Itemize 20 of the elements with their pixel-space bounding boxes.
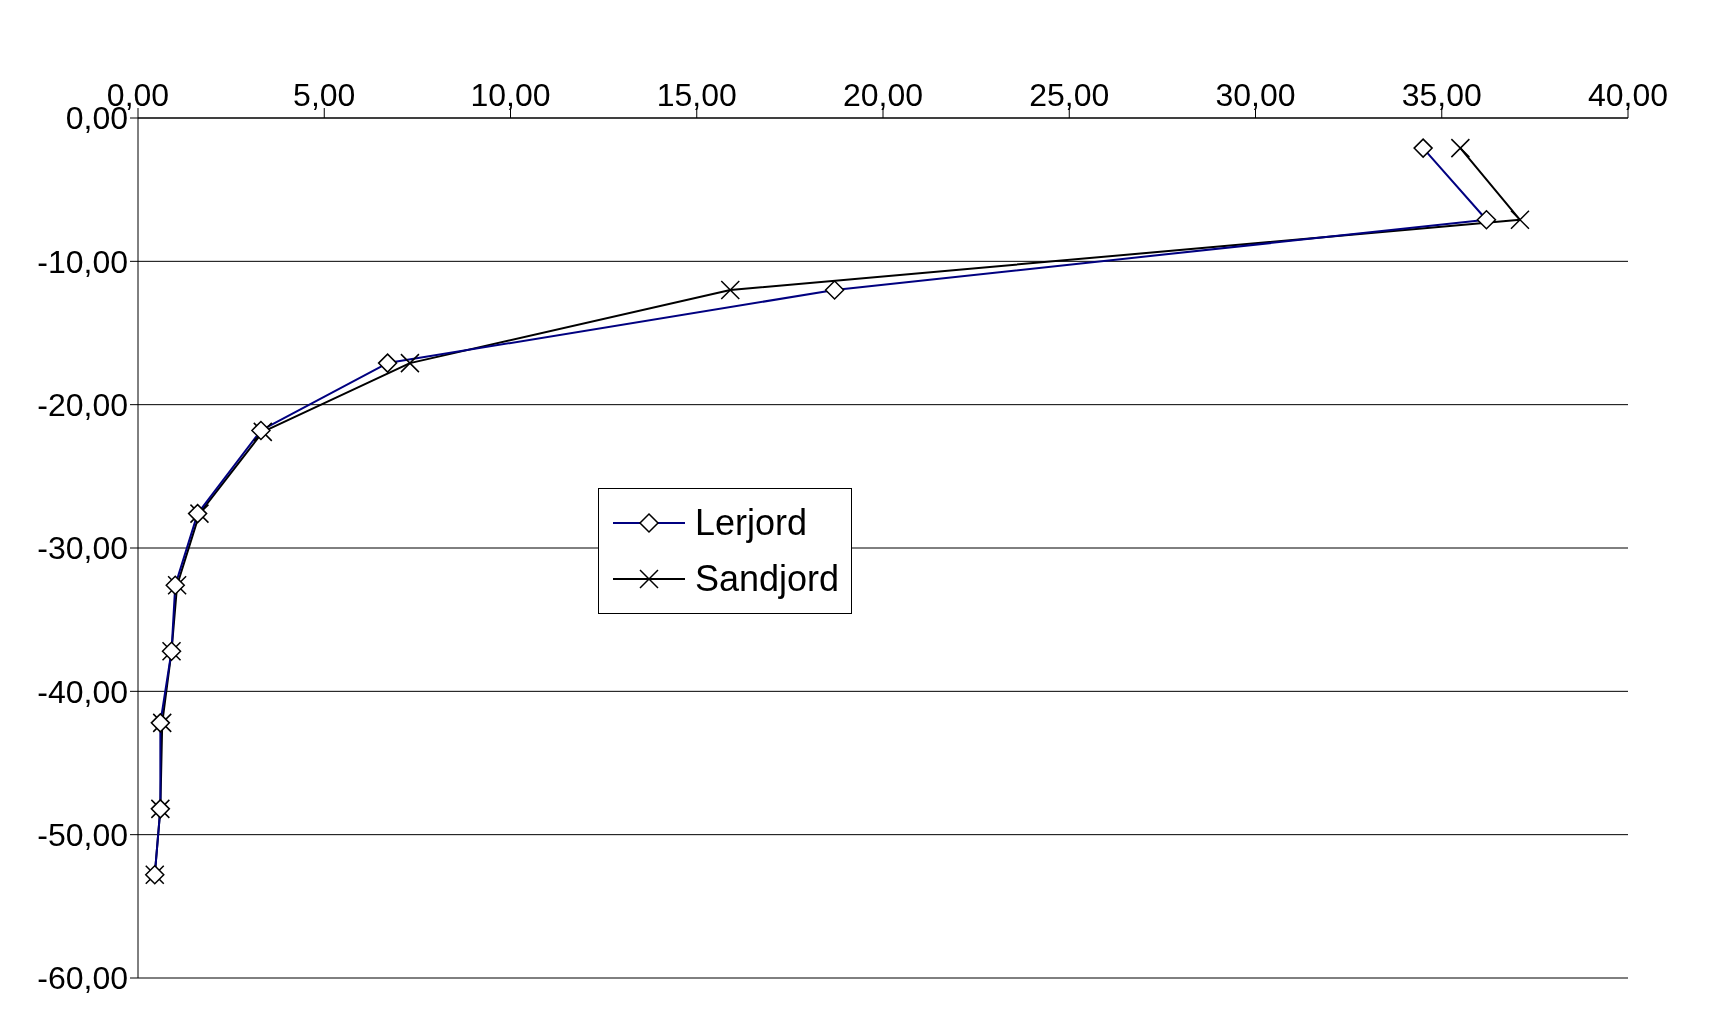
x-tick-label: 10,00 xyxy=(470,77,551,113)
y-tick-label: -60,00 xyxy=(37,960,128,997)
x-tick-label: 15,00 xyxy=(656,77,737,113)
y-tick-label: -40,00 xyxy=(37,673,128,710)
y-tick-label: -20,00 xyxy=(37,387,128,424)
legend-label: Sandjord xyxy=(695,558,840,600)
x-tick-label: 5,00 xyxy=(293,77,356,113)
x-tick-label: 40,00 xyxy=(1587,77,1669,113)
x-tick-label: 25,00 xyxy=(1029,77,1110,113)
x-tick-label: 30,00 xyxy=(1215,77,1296,113)
x-tick-label: 35,00 xyxy=(1401,77,1482,113)
point xyxy=(720,280,741,300)
y-tick-label: -30,00 xyxy=(37,530,128,567)
point xyxy=(400,353,420,373)
point xyxy=(1450,138,1471,158)
y-tick-label: -50,00 xyxy=(37,817,128,854)
legend-label: Lerjord xyxy=(695,502,808,544)
x-tick-label: 20,00 xyxy=(842,77,924,113)
y-tick-label: -10,00 xyxy=(37,243,128,280)
point xyxy=(1510,210,1530,230)
